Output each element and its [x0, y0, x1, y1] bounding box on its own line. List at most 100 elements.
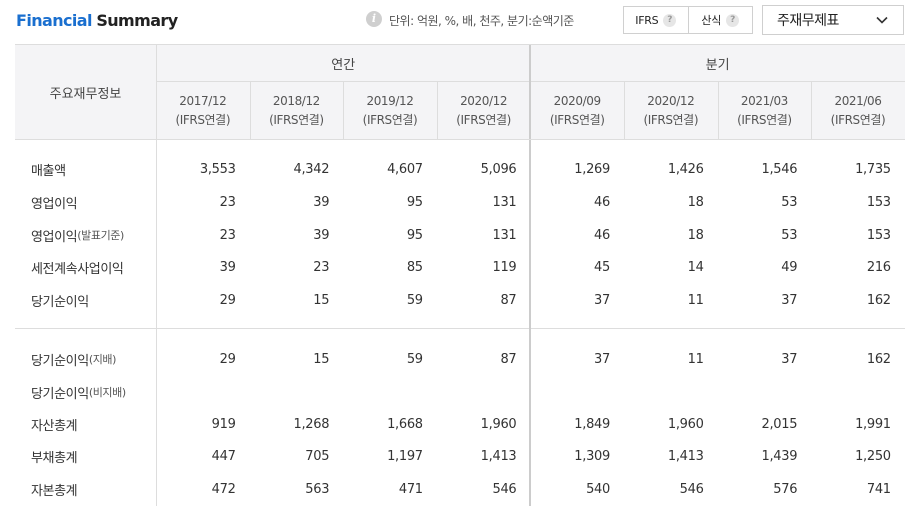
table-cell: 1,546 — [761, 161, 798, 177]
table-row: 자산총계 919 1,268 1,668 1,960 1,849 1,960 2,015 1,9… — [15, 410, 905, 438]
statement-type-select[interactable]: 주재무제표 — [762, 5, 904, 35]
row-header-label: 주요재무정보 — [49, 86, 122, 102]
column-divider — [811, 81, 813, 139]
table-row: 당기순이익 29 15 59 87 37 11 37 162 — [15, 286, 905, 314]
table-cell: 4,607 — [387, 161, 423, 177]
period-column-header: 2018/12 (IFRS연결) — [250, 81, 344, 141]
table-cell: 37 — [594, 351, 610, 367]
question-icon[interactable]: ? — [663, 13, 677, 27]
period-basis: (IFRS연결) — [830, 113, 886, 127]
table-cell: 540 — [586, 481, 610, 497]
table-cell — [437, 378, 517, 406]
table-cell: 919 — [211, 416, 236, 432]
row-label-main: 매출액 — [31, 163, 66, 179]
period-basis: (IFRS연결) — [362, 113, 418, 127]
table-cell: 87 — [500, 351, 517, 367]
column-divider — [717, 81, 719, 139]
table-cell: 37 — [594, 292, 610, 308]
row-label-sub: (비지배) — [88, 386, 126, 399]
period-basis: (IFRS연결) — [269, 113, 324, 127]
question-icon[interactable]: ? — [726, 13, 740, 27]
row-label: 당기순이익 (지배) — [31, 345, 116, 373]
group-quarterly: 분기 — [705, 57, 730, 73]
table-cell: 1,250 — [855, 448, 891, 464]
column-divider — [436, 81, 438, 139]
table-cell: 46 — [594, 227, 610, 243]
table-cell: 2,015 — [761, 416, 798, 432]
period-date: 2018/12 — [272, 94, 320, 108]
period-column-header: 2020/09 (IFRS연결) — [530, 81, 624, 141]
table-cell: 705 — [305, 448, 330, 464]
row-label-main: 당기순이익 — [31, 386, 89, 402]
table-cell: 1,439 — [761, 448, 798, 464]
period-date: 2020/12 — [460, 94, 508, 108]
period-date: 2019/12 — [366, 94, 414, 108]
period-column-header: 2021/06 (IFRS연결) — [811, 81, 905, 141]
table-cell: 59 — [406, 292, 423, 308]
row-label: 자산총계 — [31, 410, 78, 438]
row-group-divider — [15, 328, 905, 329]
table-cell: 1,668 — [387, 416, 423, 432]
table-cell: 45 — [594, 259, 610, 275]
period-basis: (IFRS연결) — [456, 113, 511, 127]
table-cell: 18 — [687, 194, 704, 210]
info-icon[interactable]: i — [366, 11, 382, 27]
table-cell: 39 — [313, 194, 330, 210]
table-cell: 1,413 — [667, 448, 704, 464]
period-date: 2020/12 — [647, 94, 695, 108]
unit-note: 단위: 억원, %, 배, 천주, 분기:순액기준 — [389, 14, 574, 28]
table-cell: 1,849 — [574, 416, 610, 432]
annual-quarterly-divider — [529, 140, 532, 506]
section-title: Financial Summary — [16, 11, 178, 30]
table-cell: 5,096 — [480, 161, 517, 177]
period-basis: (IFRS연결) — [175, 113, 231, 127]
table-row: 당기순이익 (지배) 29 15 59 87 37 11 37 162 — [15, 345, 905, 373]
row-label: 당기순이익 (비지배) — [31, 378, 126, 406]
table-cell: 1,197 — [387, 448, 423, 464]
table-cell: 153 — [866, 227, 891, 243]
table-row: 영업이익 (발표기준) 23 39 95 131 46 18 53 153 — [15, 221, 905, 249]
table-cell — [718, 378, 798, 406]
table-row: 자본총계 472 563 471 546 540 546 576 741 — [15, 475, 905, 503]
table-cell: 546 — [492, 481, 517, 497]
row-label: 영업이익 — [31, 188, 78, 216]
ifrs-button[interactable]: IFRS ? — [624, 7, 688, 33]
table-row: 매출액 3,553 4,342 4,607 5,096 1,269 1,426 1,546 1,… — [15, 155, 905, 183]
table-cell: 471 — [398, 481, 423, 497]
table-cell: 1,268 — [293, 416, 330, 432]
period-column-header: 2019/12 (IFRS연결) — [343, 81, 437, 141]
table-cell: 49 — [781, 259, 798, 275]
table-cell: 576 — [773, 481, 798, 497]
table-body: 매출액 3,553 4,342 4,607 5,096 1,269 1,426 1,546 1,… — [15, 140, 905, 506]
table-cell — [343, 378, 423, 406]
table-cell: 95 — [406, 194, 423, 210]
table-cell: 11 — [687, 292, 704, 308]
table-header: 주요재무정보 연간 분기 2017/12 (IFRS연결) 2018/12 (IFRS연결… — [15, 44, 905, 140]
row-label-main: 영업이익 — [31, 196, 78, 212]
row-label: 부채총계 — [31, 442, 78, 470]
sansik-label: 산식 — [701, 14, 722, 27]
table-cell — [811, 378, 891, 406]
table-cell — [530, 378, 610, 406]
table-cell: 11 — [687, 351, 704, 367]
title-financial: Financial — [16, 11, 92, 30]
period-basis: (IFRS연결) — [549, 113, 605, 127]
table-cell: 23 — [219, 227, 236, 243]
ifrs-sansik-toggle: IFRS ? 산식 ? — [623, 6, 753, 34]
table-cell: 95 — [406, 227, 423, 243]
table-cell: 23 — [313, 259, 330, 275]
period-date: 2021/06 — [834, 94, 882, 108]
period-date: 2017/12 — [179, 94, 227, 108]
sansik-button[interactable]: 산식 ? — [687, 7, 753, 33]
period-basis: (IFRS연결) — [737, 113, 792, 127]
table-cell: 1,960 — [480, 416, 517, 432]
row-label-main: 세전계속사업이익 — [31, 261, 124, 277]
table-cell: 131 — [492, 194, 517, 210]
table-row: 당기순이익 (비지배) — [15, 378, 905, 406]
column-divider — [156, 140, 157, 506]
table-cell: 37 — [781, 292, 798, 308]
table-cell: 59 — [406, 351, 423, 367]
table-row: 세전계속사업이익 39 23 85 119 45 14 49 216 — [15, 253, 905, 281]
table-cell: 15 — [313, 351, 330, 367]
table-cell: 153 — [866, 194, 891, 210]
